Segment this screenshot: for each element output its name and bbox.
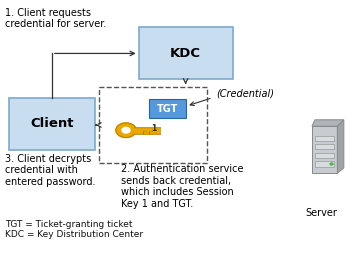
Text: KDC: KDC — [170, 47, 201, 60]
Bar — [315, 144, 334, 149]
Bar — [315, 136, 334, 141]
Bar — [99, 87, 207, 163]
Circle shape — [330, 163, 333, 165]
Polygon shape — [122, 127, 130, 133]
Polygon shape — [337, 120, 344, 173]
Text: Client: Client — [30, 117, 74, 130]
Polygon shape — [312, 120, 344, 126]
FancyBboxPatch shape — [139, 27, 233, 79]
Text: 1. Client requests
credential for server.: 1. Client requests credential for server… — [5, 8, 106, 29]
Bar — [315, 153, 334, 158]
Text: Server: Server — [305, 208, 337, 218]
Text: TGT = Ticket-granting ticket
KDC = Key Distribution Center: TGT = Ticket-granting ticket KDC = Key D… — [5, 220, 143, 240]
Text: TGT: TGT — [157, 104, 178, 114]
FancyBboxPatch shape — [150, 99, 186, 119]
Text: (Credential): (Credential) — [216, 89, 274, 99]
Text: 3. Client decrypts
credential with
entered password.: 3. Client decrypts credential with enter… — [5, 154, 95, 187]
Text: 1: 1 — [151, 124, 157, 133]
Polygon shape — [116, 123, 136, 138]
Bar — [315, 161, 334, 167]
Text: 2. Authentication service
sends back credential,
which includes Session
Key 1 an: 2. Authentication service sends back cre… — [120, 164, 243, 209]
FancyBboxPatch shape — [312, 126, 337, 173]
FancyBboxPatch shape — [9, 98, 95, 150]
